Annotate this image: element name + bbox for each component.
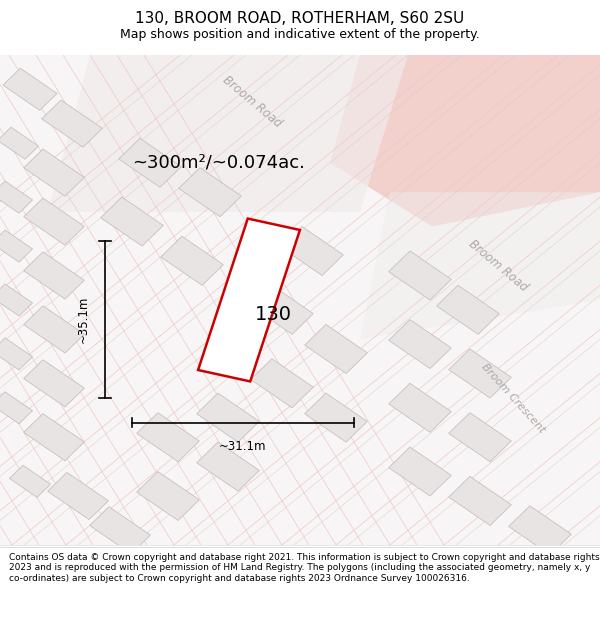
Polygon shape xyxy=(48,55,408,212)
Polygon shape xyxy=(0,338,32,370)
Polygon shape xyxy=(101,197,163,246)
Polygon shape xyxy=(89,507,151,554)
Polygon shape xyxy=(0,181,32,213)
Polygon shape xyxy=(330,55,600,226)
Polygon shape xyxy=(137,412,199,462)
Polygon shape xyxy=(179,168,241,217)
Polygon shape xyxy=(449,412,511,462)
Text: ~31.1m: ~31.1m xyxy=(219,439,267,452)
Polygon shape xyxy=(161,236,223,285)
Polygon shape xyxy=(3,68,57,111)
Text: ~300m²/~0.074ac.: ~300m²/~0.074ac. xyxy=(132,154,305,172)
Polygon shape xyxy=(23,198,85,245)
Polygon shape xyxy=(47,472,109,519)
Polygon shape xyxy=(449,476,511,526)
Polygon shape xyxy=(0,127,38,159)
Polygon shape xyxy=(23,306,85,353)
Polygon shape xyxy=(251,285,313,334)
Polygon shape xyxy=(41,100,103,147)
Polygon shape xyxy=(23,252,85,299)
Polygon shape xyxy=(389,251,451,300)
Polygon shape xyxy=(305,393,367,442)
Polygon shape xyxy=(389,319,451,369)
Text: Broom Crescent: Broom Crescent xyxy=(479,361,547,434)
Polygon shape xyxy=(23,360,85,407)
Polygon shape xyxy=(0,284,32,316)
Text: Broom Road: Broom Road xyxy=(220,73,284,130)
Polygon shape xyxy=(449,349,511,398)
Text: 130: 130 xyxy=(254,305,292,324)
Polygon shape xyxy=(197,442,259,491)
Polygon shape xyxy=(305,324,367,374)
Polygon shape xyxy=(389,383,451,432)
Polygon shape xyxy=(198,219,300,381)
Polygon shape xyxy=(10,465,50,498)
Polygon shape xyxy=(23,414,85,461)
Polygon shape xyxy=(509,506,571,555)
Polygon shape xyxy=(197,393,259,442)
Polygon shape xyxy=(23,149,85,196)
Polygon shape xyxy=(360,192,600,339)
Polygon shape xyxy=(389,447,451,496)
Polygon shape xyxy=(0,230,32,262)
Polygon shape xyxy=(251,359,313,408)
Text: Map shows position and indicative extent of the property.: Map shows position and indicative extent… xyxy=(120,28,480,41)
Polygon shape xyxy=(281,226,343,276)
Text: ~35.1m: ~35.1m xyxy=(77,296,90,343)
Polygon shape xyxy=(119,138,181,188)
Polygon shape xyxy=(0,392,32,424)
Polygon shape xyxy=(437,285,499,334)
Text: Contains OS data © Crown copyright and database right 2021. This information is : Contains OS data © Crown copyright and d… xyxy=(9,553,599,582)
Text: Broom Road: Broom Road xyxy=(466,238,530,294)
Polygon shape xyxy=(137,471,199,521)
Text: 130, BROOM ROAD, ROTHERHAM, S60 2SU: 130, BROOM ROAD, ROTHERHAM, S60 2SU xyxy=(136,11,464,26)
